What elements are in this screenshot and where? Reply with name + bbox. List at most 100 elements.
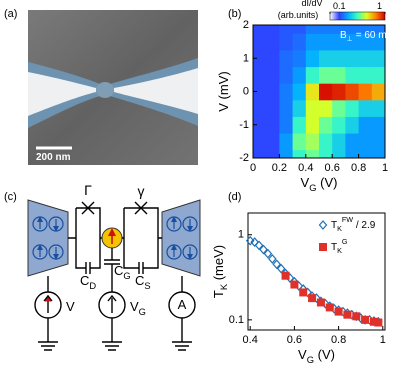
panel-label: (c) [4,191,17,203]
heat-cell [371,99,385,117]
x-axis-label: VG (V) [301,175,338,193]
heat-cell [253,116,267,134]
heat-cell [305,33,320,51]
x-tick-label: 1 [380,334,386,346]
heat-cell [358,149,373,158]
heat-cell [253,133,267,151]
y-axis-label: TK (meV) [211,245,229,298]
heat-cell [253,33,267,51]
heat-cell [332,66,346,84]
circuit-label: Γ [84,182,92,198]
y-tick-label: -1 [239,119,249,131]
panel-label: (b) [228,8,241,20]
colorbar-tick-label: 1 [377,1,382,11]
axes-frame [247,212,386,331]
heat-cell [279,33,294,51]
heat-cell [345,133,360,151]
scale-bar-label: 200 nm [36,152,71,163]
x-tick-label: 0.8 [351,162,366,174]
y-tick-label: -2 [239,152,249,164]
heat-cell [292,116,307,134]
marker [325,303,334,312]
heat-cell [319,66,333,84]
heat-cell [332,25,346,34]
circuit-label: VG [130,299,146,317]
heat-cell [279,133,294,151]
heat-cell [305,25,320,34]
y-tick-label: 2 [243,19,249,31]
heat-cell [253,49,267,68]
legend-marker [318,220,328,230]
circuit-label: V [66,299,75,314]
heat-cell [319,149,333,158]
heat-cell [305,49,320,68]
marker [352,312,361,321]
heatmap [253,25,385,158]
heat-cell [345,99,360,117]
heat-cell [266,149,280,158]
marker [308,294,317,303]
heat-cell [279,49,294,68]
x-tick-label: 0.4 [298,162,313,174]
legend-marker [319,243,327,251]
heat-cell [266,116,280,134]
heat-cell [345,83,360,101]
heat-cell [279,25,294,34]
marker [343,310,352,319]
heat-cell [319,133,333,151]
heat-cell [332,133,346,151]
heat-cell [371,83,385,101]
heat-cell [345,25,360,34]
marker [281,271,290,280]
heat-cell [345,116,360,134]
circuit-label: CS [135,273,151,291]
circuit: Γ γ CD CG CS V VG A [27,182,201,351]
heat-cell [253,25,267,34]
marker [374,318,383,327]
heat-cell [358,66,373,84]
heat-cell [358,33,373,51]
heat-cell [292,99,307,117]
heat-cell [266,83,280,101]
heat-cell [292,83,307,101]
heat-cell [319,49,333,68]
y-tick-label: 0 [243,85,249,97]
x-tick-label: 0 [250,162,256,174]
circuit-label: CD [80,273,96,291]
heat-cell [305,83,320,101]
heat-cell [371,33,385,51]
heat-cell [266,133,280,151]
heat-cell [358,116,373,134]
marker [259,244,268,255]
marker [250,237,259,247]
legend-label: TKG [331,237,348,255]
heat-cell [332,33,346,51]
marker [272,259,282,270]
colorbar-label: (arb.units) [278,10,319,20]
heat-cell [253,149,267,158]
heat-cell [332,149,346,158]
heat-cell [371,149,385,158]
heat-cell [279,149,294,158]
heat-cell [292,133,307,151]
heat-cell [279,99,294,117]
heat-cell [305,116,320,134]
marker [361,315,370,324]
heat-cell [305,99,320,117]
heat-cell [305,149,320,158]
heat-cell [319,83,333,101]
heat-cell [292,49,307,68]
panel-label: (d) [228,191,241,203]
heat-cell [371,25,385,34]
heat-cell [319,33,333,51]
heat-cell [266,25,280,34]
heat-cell [279,116,294,134]
circuit-label: CG [114,263,131,281]
heat-cell [345,149,360,158]
marker [299,288,308,297]
heat-cell [371,49,385,68]
marker [276,263,286,274]
heat-cell [371,133,385,151]
x-tick-label: 0.4 [243,334,258,346]
marker [290,280,299,289]
